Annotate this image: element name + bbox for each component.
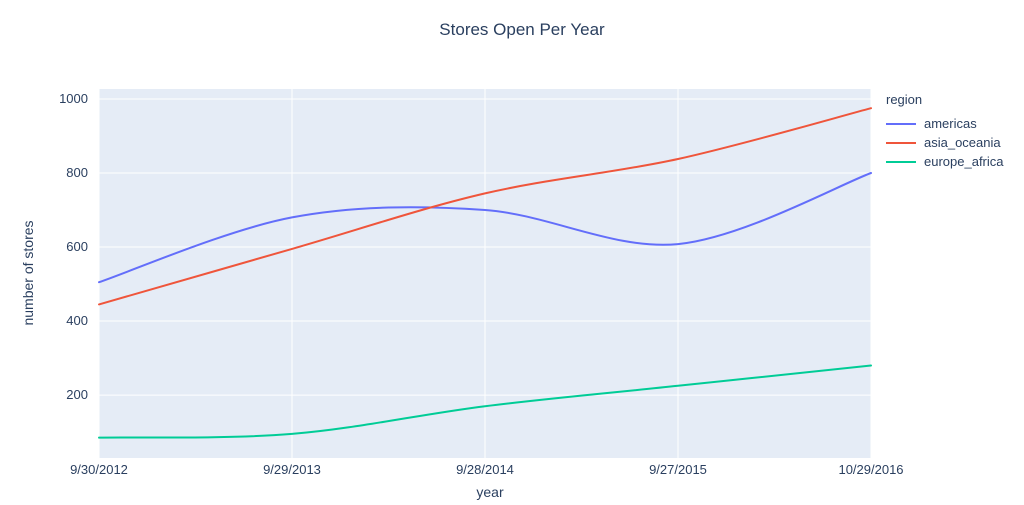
legend-item-label: europe_africa <box>924 154 1004 169</box>
legend-item-europe_africa[interactable]: europe_africa <box>886 152 1004 171</box>
legend-title: region <box>886 92 923 107</box>
series-line-asia_oceania[interactable] <box>98 107 872 306</box>
legend-item-label: asia_oceania <box>924 135 1001 150</box>
x-tick-label: 9/28/2014 <box>456 462 514 477</box>
y-tick-label: 200 <box>66 387 88 403</box>
x-tick-label: 9/30/2012 <box>70 462 128 477</box>
legend-items: americas asia_oceania europe_africa <box>886 114 1004 171</box>
chart-title: Stores Open Per Year <box>439 20 605 39</box>
legend-line-swatch <box>886 122 916 125</box>
y-tick-label: 400 <box>66 313 88 329</box>
x-tick-label: 9/27/2015 <box>649 462 707 477</box>
chart-canvas <box>98 89 872 458</box>
legend-line-swatch <box>886 141 916 144</box>
x-tick-label: 10/29/2016 <box>838 462 904 477</box>
x-axis-title: year <box>476 484 504 500</box>
legend-item-label: americas <box>924 116 977 131</box>
series-line-americas[interactable] <box>98 172 872 284</box>
y-tick-label: 1000 <box>59 90 88 106</box>
x-tick-label: 9/29/2013 <box>263 462 321 477</box>
plot-area[interactable] <box>98 89 872 458</box>
series-line-europe_africa[interactable] <box>98 364 872 439</box>
y-tick-label: 800 <box>66 165 88 180</box>
y-tick-label: 600 <box>66 239 88 255</box>
legend: region americas asia_oceania europe_africa <box>886 92 1004 171</box>
y-axis-title: number of stores <box>20 220 36 326</box>
legend-item-americas[interactable]: americas <box>886 114 1004 133</box>
legend-item-asia_oceania[interactable]: asia_oceania <box>886 133 1004 152</box>
legend-line-swatch <box>886 160 916 163</box>
